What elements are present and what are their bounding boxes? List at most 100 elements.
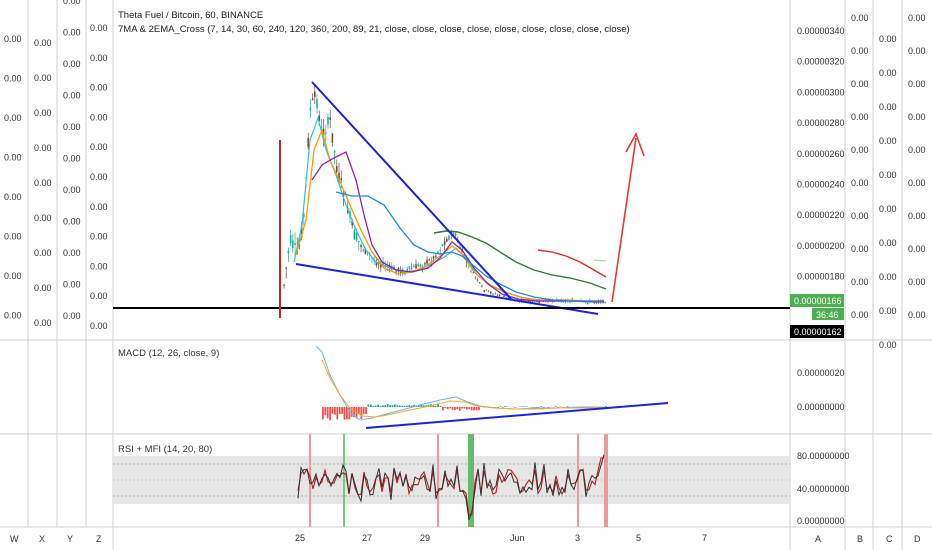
candle-body xyxy=(498,294,501,296)
right-scale-label: 0.00 xyxy=(908,13,926,23)
candle-body xyxy=(419,264,422,267)
macd-hist-bar xyxy=(379,405,382,407)
scale-letter-z[interactable]: Z xyxy=(96,534,102,544)
scale-letter-d[interactable]: D xyxy=(914,534,921,544)
left-scale-label: 0.00 xyxy=(63,122,81,132)
ma-line-blue xyxy=(335,191,604,302)
macd-hist-bar xyxy=(377,404,379,407)
macd-hist-bar xyxy=(353,407,355,418)
macd-hist-bar xyxy=(372,405,375,407)
macd-hist-bar xyxy=(437,404,439,407)
time-label-29: 29 xyxy=(420,533,430,543)
macd-hist-bar xyxy=(389,404,391,407)
candle-body xyxy=(410,268,413,270)
macd-hist-bar xyxy=(557,407,559,408)
candle-body xyxy=(322,128,325,136)
time-label-27: 27 xyxy=(362,533,372,543)
scale-letter-a[interactable]: A xyxy=(815,534,821,544)
macd-hist-bar xyxy=(454,407,456,410)
time-label-25: 25 xyxy=(295,533,305,543)
line-tag: 0.00000162 xyxy=(794,327,842,337)
candle-body xyxy=(586,302,589,304)
candle-body xyxy=(327,117,329,125)
chart-title: Theta Fuel / Bitcoin, 60, BINANCE xyxy=(118,10,263,21)
scale-letters: W X Y Z A B C D xyxy=(10,534,921,544)
last-price-tag-bg xyxy=(790,294,844,307)
left-scale-label: 0.00 xyxy=(63,248,81,258)
macd-hist-bar xyxy=(410,405,413,407)
macd-hist-bar xyxy=(420,404,423,407)
candle-body xyxy=(553,301,556,303)
upper-trendline xyxy=(311,81,513,301)
scale-letter-c[interactable]: C xyxy=(886,534,893,544)
rsi-highlight-red-2 xyxy=(437,434,439,527)
left-scale-label: 0.00 xyxy=(34,73,52,83)
left-scale-label: 0.00 xyxy=(90,291,108,301)
left-scale-label: 0.00 xyxy=(4,74,22,84)
candle-body xyxy=(358,241,360,242)
candles-group xyxy=(283,84,606,305)
candle-body xyxy=(492,293,494,295)
macd-hist-bar xyxy=(326,407,329,419)
right-scale-label: 0.00 xyxy=(851,112,869,122)
macd-hist-bar xyxy=(394,404,396,407)
price-axis-label: 0.00000340 xyxy=(797,26,845,36)
right-scale-label: 0.00 xyxy=(879,238,897,248)
ma-line-cyan xyxy=(293,115,604,303)
macd-hist-bar xyxy=(360,407,363,419)
scale-letter-w[interactable]: W xyxy=(10,534,19,544)
candle-body xyxy=(454,233,457,236)
left-scale-label: 0.00 xyxy=(90,232,108,242)
candle-body xyxy=(353,230,356,240)
scale-letter-b[interactable]: B xyxy=(857,534,863,544)
macd-hist-bar xyxy=(374,405,377,407)
macd-axis-label-2: 0.00000000 xyxy=(797,402,845,412)
price-axis-label: 0.00000180 xyxy=(797,272,845,282)
scale-letter-y[interactable]: Y xyxy=(67,534,73,544)
left-scale-label: 0.00 xyxy=(34,318,52,328)
macd-hist-bar xyxy=(461,407,463,409)
macd-hist-bar xyxy=(384,405,387,407)
candle-body xyxy=(316,99,318,109)
candle-body xyxy=(426,259,428,264)
macd-hist-bar xyxy=(370,404,372,407)
price-axis-label: 0.00000240 xyxy=(797,180,845,190)
right-scale-label: 0.00 xyxy=(879,340,897,350)
macd-hist-bar xyxy=(343,407,346,420)
left-scale-label: 0.00 xyxy=(4,113,22,123)
candle-body xyxy=(289,235,292,244)
macd-hist-bar xyxy=(442,407,444,411)
candle-body xyxy=(474,276,477,278)
left-scale-label: 0.00 xyxy=(63,217,81,227)
left-scale-label: 0.00 xyxy=(4,153,22,163)
scale-letter-x[interactable]: X xyxy=(39,534,45,544)
candle-body xyxy=(479,282,481,284)
candle-body xyxy=(490,291,492,294)
left-scale-label: 0.00 xyxy=(4,232,22,242)
left-scale-label: 0.00 xyxy=(90,261,108,271)
indicator-legend: 7MA & 2EMA_Cross (7, 14, 30, 60, 240, 12… xyxy=(118,24,630,35)
candle-body xyxy=(360,245,362,248)
right-scale-label: 0.00 xyxy=(851,277,869,287)
macd-signal xyxy=(321,359,607,418)
rsi-highlight-red-4 xyxy=(604,434,608,527)
candle-body xyxy=(538,300,540,303)
candle-body xyxy=(487,290,490,292)
macd-hist-bar xyxy=(396,405,399,407)
left-scale-label: 0.00 xyxy=(34,283,52,293)
macd-hist-bar xyxy=(554,406,557,407)
macd-hist-bar xyxy=(605,406,607,407)
right-scale-label: 0.00 xyxy=(908,145,926,155)
price-axis-label: 0.00000260 xyxy=(797,149,845,159)
rsi-axis-label-3: 0.00000000 xyxy=(797,516,845,526)
left-scale-label: 0.00 xyxy=(90,321,108,331)
candle-body xyxy=(472,272,474,274)
macd-hist-bar xyxy=(499,406,502,407)
right-scale-label: 0.00 xyxy=(908,79,926,89)
rsi-highlight-red-1 xyxy=(309,434,311,527)
candle-body xyxy=(432,256,435,259)
macd-hist-bar xyxy=(475,407,478,411)
left-scale-label: 0.00 xyxy=(90,172,108,182)
left-scale-labels: 0.00 0.00 0.00 0.00 0.00 0.00 0.00 0.00 0.00 0.00… xyxy=(4,0,108,331)
candle-body xyxy=(292,240,294,248)
